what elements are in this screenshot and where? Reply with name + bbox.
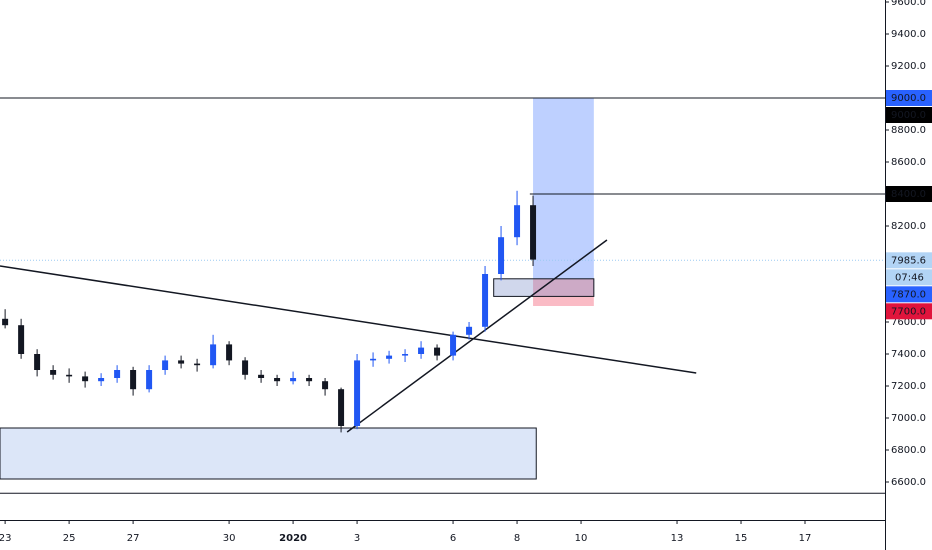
price-label: 7985.6 [891, 255, 926, 266]
x-tick-label: 13 [671, 533, 684, 544]
y-tick-label: 8800.0 [891, 125, 926, 136]
candle-body [354, 360, 361, 426]
candle-body [194, 363, 201, 366]
stop-area [533, 278, 594, 306]
candle-body [34, 354, 41, 370]
candle-body [18, 325, 25, 354]
candle-body [242, 360, 249, 375]
y-tick-label: 9600.0 [891, 0, 926, 8]
target-area [533, 98, 594, 279]
trendline [346, 239, 608, 433]
candle-body [434, 347, 441, 356]
candle-body [66, 374, 73, 377]
x-tick-label: 8 [514, 533, 520, 544]
candle-body [290, 378, 297, 382]
price-label-bg [886, 303, 932, 320]
y-tick-label: 7000.0 [891, 413, 926, 424]
x-tick-label: 23 [0, 533, 11, 544]
candle-body [178, 360, 185, 364]
y-tick-label: 6800.0 [891, 445, 926, 456]
candle-body [274, 378, 281, 382]
candle-body [402, 354, 409, 356]
y-tick-label: 7400.0 [891, 349, 926, 360]
y-tick-label: 7600.0 [891, 317, 926, 328]
price-label-bg [886, 286, 932, 303]
candle-body [98, 378, 105, 382]
candle-body [466, 326, 473, 335]
candle-body [226, 344, 233, 361]
countdown: 07:46 [895, 272, 924, 283]
x-tick-label: 15 [735, 533, 748, 544]
price-label: 9000.0 [891, 110, 926, 121]
price-label-bg [886, 252, 932, 269]
y-tick-label: 6600.0 [891, 477, 926, 488]
y-tick-label: 9200.0 [891, 61, 926, 72]
x-tick-label: 25 [63, 533, 76, 544]
x-tick-label: 6 [450, 533, 456, 544]
price-label: 9000.0 [891, 93, 926, 104]
y-tick-label: 9400.0 [891, 29, 926, 40]
price-label-bg [886, 107, 932, 123]
countdown-bg [886, 269, 932, 286]
price-label: 7870.0 [891, 289, 926, 300]
x-tick-label: 30 [223, 533, 236, 544]
candle-body [146, 370, 153, 390]
candle-body [338, 389, 345, 426]
y-tick-label: 8600.0 [891, 157, 926, 168]
price-label: 7700.0 [891, 306, 926, 317]
y-tick-label: 7200.0 [891, 381, 926, 392]
price-label-bg [886, 186, 932, 202]
y-tick-label: 8200.0 [891, 221, 926, 232]
price-label: 8400.0 [891, 189, 926, 200]
price-label-bg [886, 90, 932, 106]
candle-body [370, 358, 377, 361]
x-tick-label: 17 [799, 533, 812, 544]
candle-body [114, 370, 121, 378]
candle-body [210, 344, 217, 366]
candle-body [450, 334, 457, 356]
demand-zone [0, 427, 537, 480]
candle-body [162, 360, 169, 370]
candle-body [258, 374, 265, 378]
candle-body [322, 381, 329, 390]
candle-body [418, 347, 425, 354]
x-tick-label: 10 [575, 533, 588, 544]
candle-body [2, 318, 9, 326]
candle-body [306, 378, 313, 382]
candle-body [386, 355, 393, 359]
x-tick-label: 3 [354, 533, 360, 544]
candle-body [514, 205, 521, 238]
candle-body [498, 237, 505, 274]
candle-body [482, 274, 489, 327]
candle-body [130, 370, 137, 390]
x-tick-label: 2020 [279, 533, 307, 544]
candle-body [82, 376, 89, 382]
trendline [0, 265, 697, 374]
candle-body [530, 205, 537, 260]
x-tick-label: 27 [127, 533, 140, 544]
candle-body [50, 370, 57, 375]
